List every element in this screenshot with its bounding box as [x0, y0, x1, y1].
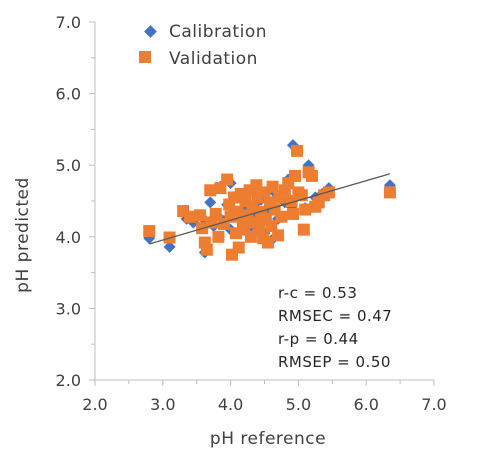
- stat-rmsec: RMSEC = 0.47: [278, 307, 392, 325]
- x-tick-label: 2.0: [82, 395, 107, 414]
- series-validation: [143, 144, 396, 261]
- y-tick-marks: [89, 21, 95, 381]
- validation-point: [261, 236, 274, 249]
- axes: 2.0 3.0 4.0 5.0 6.0 7.0 2.0 3.0 4.0 5.0 6.0 7.0: [56, 13, 447, 414]
- validation-point: [299, 203, 312, 216]
- y-tick-labels: 2.0 3.0 4.0 5.0 6.0 7.0: [56, 13, 81, 390]
- x-tick-label: 3.0: [150, 395, 175, 414]
- validation-point: [383, 186, 396, 199]
- validation-point: [275, 210, 288, 223]
- y-tick-label: 5.0: [56, 156, 81, 175]
- validation-point: [272, 229, 285, 242]
- trendline: [149, 173, 391, 245]
- legend-validation-label: Validation: [169, 49, 258, 69]
- validation-point: [322, 186, 335, 199]
- y-tick-label: 2.0: [56, 371, 81, 390]
- calibration-point: [163, 240, 176, 253]
- stat-rmsep: RMSEP = 0.50: [278, 353, 391, 371]
- validation-point: [194, 209, 207, 222]
- validation-point: [204, 184, 217, 197]
- y-tick-label: 6.0: [56, 85, 81, 104]
- x-tick-label: 6.0: [353, 395, 378, 414]
- legend: Calibration Validation: [139, 22, 267, 69]
- validation-point: [200, 243, 213, 256]
- validation-point: [253, 223, 266, 236]
- validation-point: [286, 207, 299, 220]
- validation-point: [221, 173, 234, 186]
- validation-point: [232, 241, 245, 254]
- validation-point: [212, 230, 225, 243]
- x-tick-label: 4.0: [218, 395, 243, 414]
- stat-rc: r-c = 0.53: [278, 284, 357, 302]
- stat-rp: r-p = 0.44: [278, 330, 359, 348]
- validation-point: [297, 223, 310, 236]
- validation-point: [289, 169, 302, 182]
- validation-point: [266, 180, 279, 193]
- validation-point: [305, 169, 318, 182]
- validation-point: [265, 220, 278, 233]
- x-tick-labels: 2.0 3.0 4.0 5.0 6.0 7.0: [82, 395, 446, 414]
- legend-calibration-marker: [144, 25, 157, 38]
- validation-point: [183, 210, 196, 223]
- validation-point: [291, 144, 304, 157]
- x-tick-marks: [94, 380, 435, 386]
- validation-point: [209, 207, 222, 220]
- y-tick-label: 7.0: [56, 13, 81, 32]
- legend-calibration-label: Calibration: [169, 22, 267, 42]
- calibration-point: [204, 196, 217, 209]
- statistics-box: r-c = 0.53 RMSEC = 0.47 r-p = 0.44 RMSEP…: [278, 284, 392, 371]
- x-tick-label: 5.0: [286, 395, 311, 414]
- validation-point: [231, 205, 244, 218]
- x-axis-title: pH reference: [210, 429, 326, 449]
- validation-point: [143, 225, 156, 238]
- y-tick-label: 3.0: [56, 299, 81, 318]
- legend-validation-marker: [139, 51, 151, 63]
- x-tick-label: 7.0: [421, 395, 446, 414]
- data-points: [143, 139, 396, 261]
- y-tick-label: 4.0: [56, 228, 81, 247]
- y-axis-title: pH predicted: [13, 177, 33, 293]
